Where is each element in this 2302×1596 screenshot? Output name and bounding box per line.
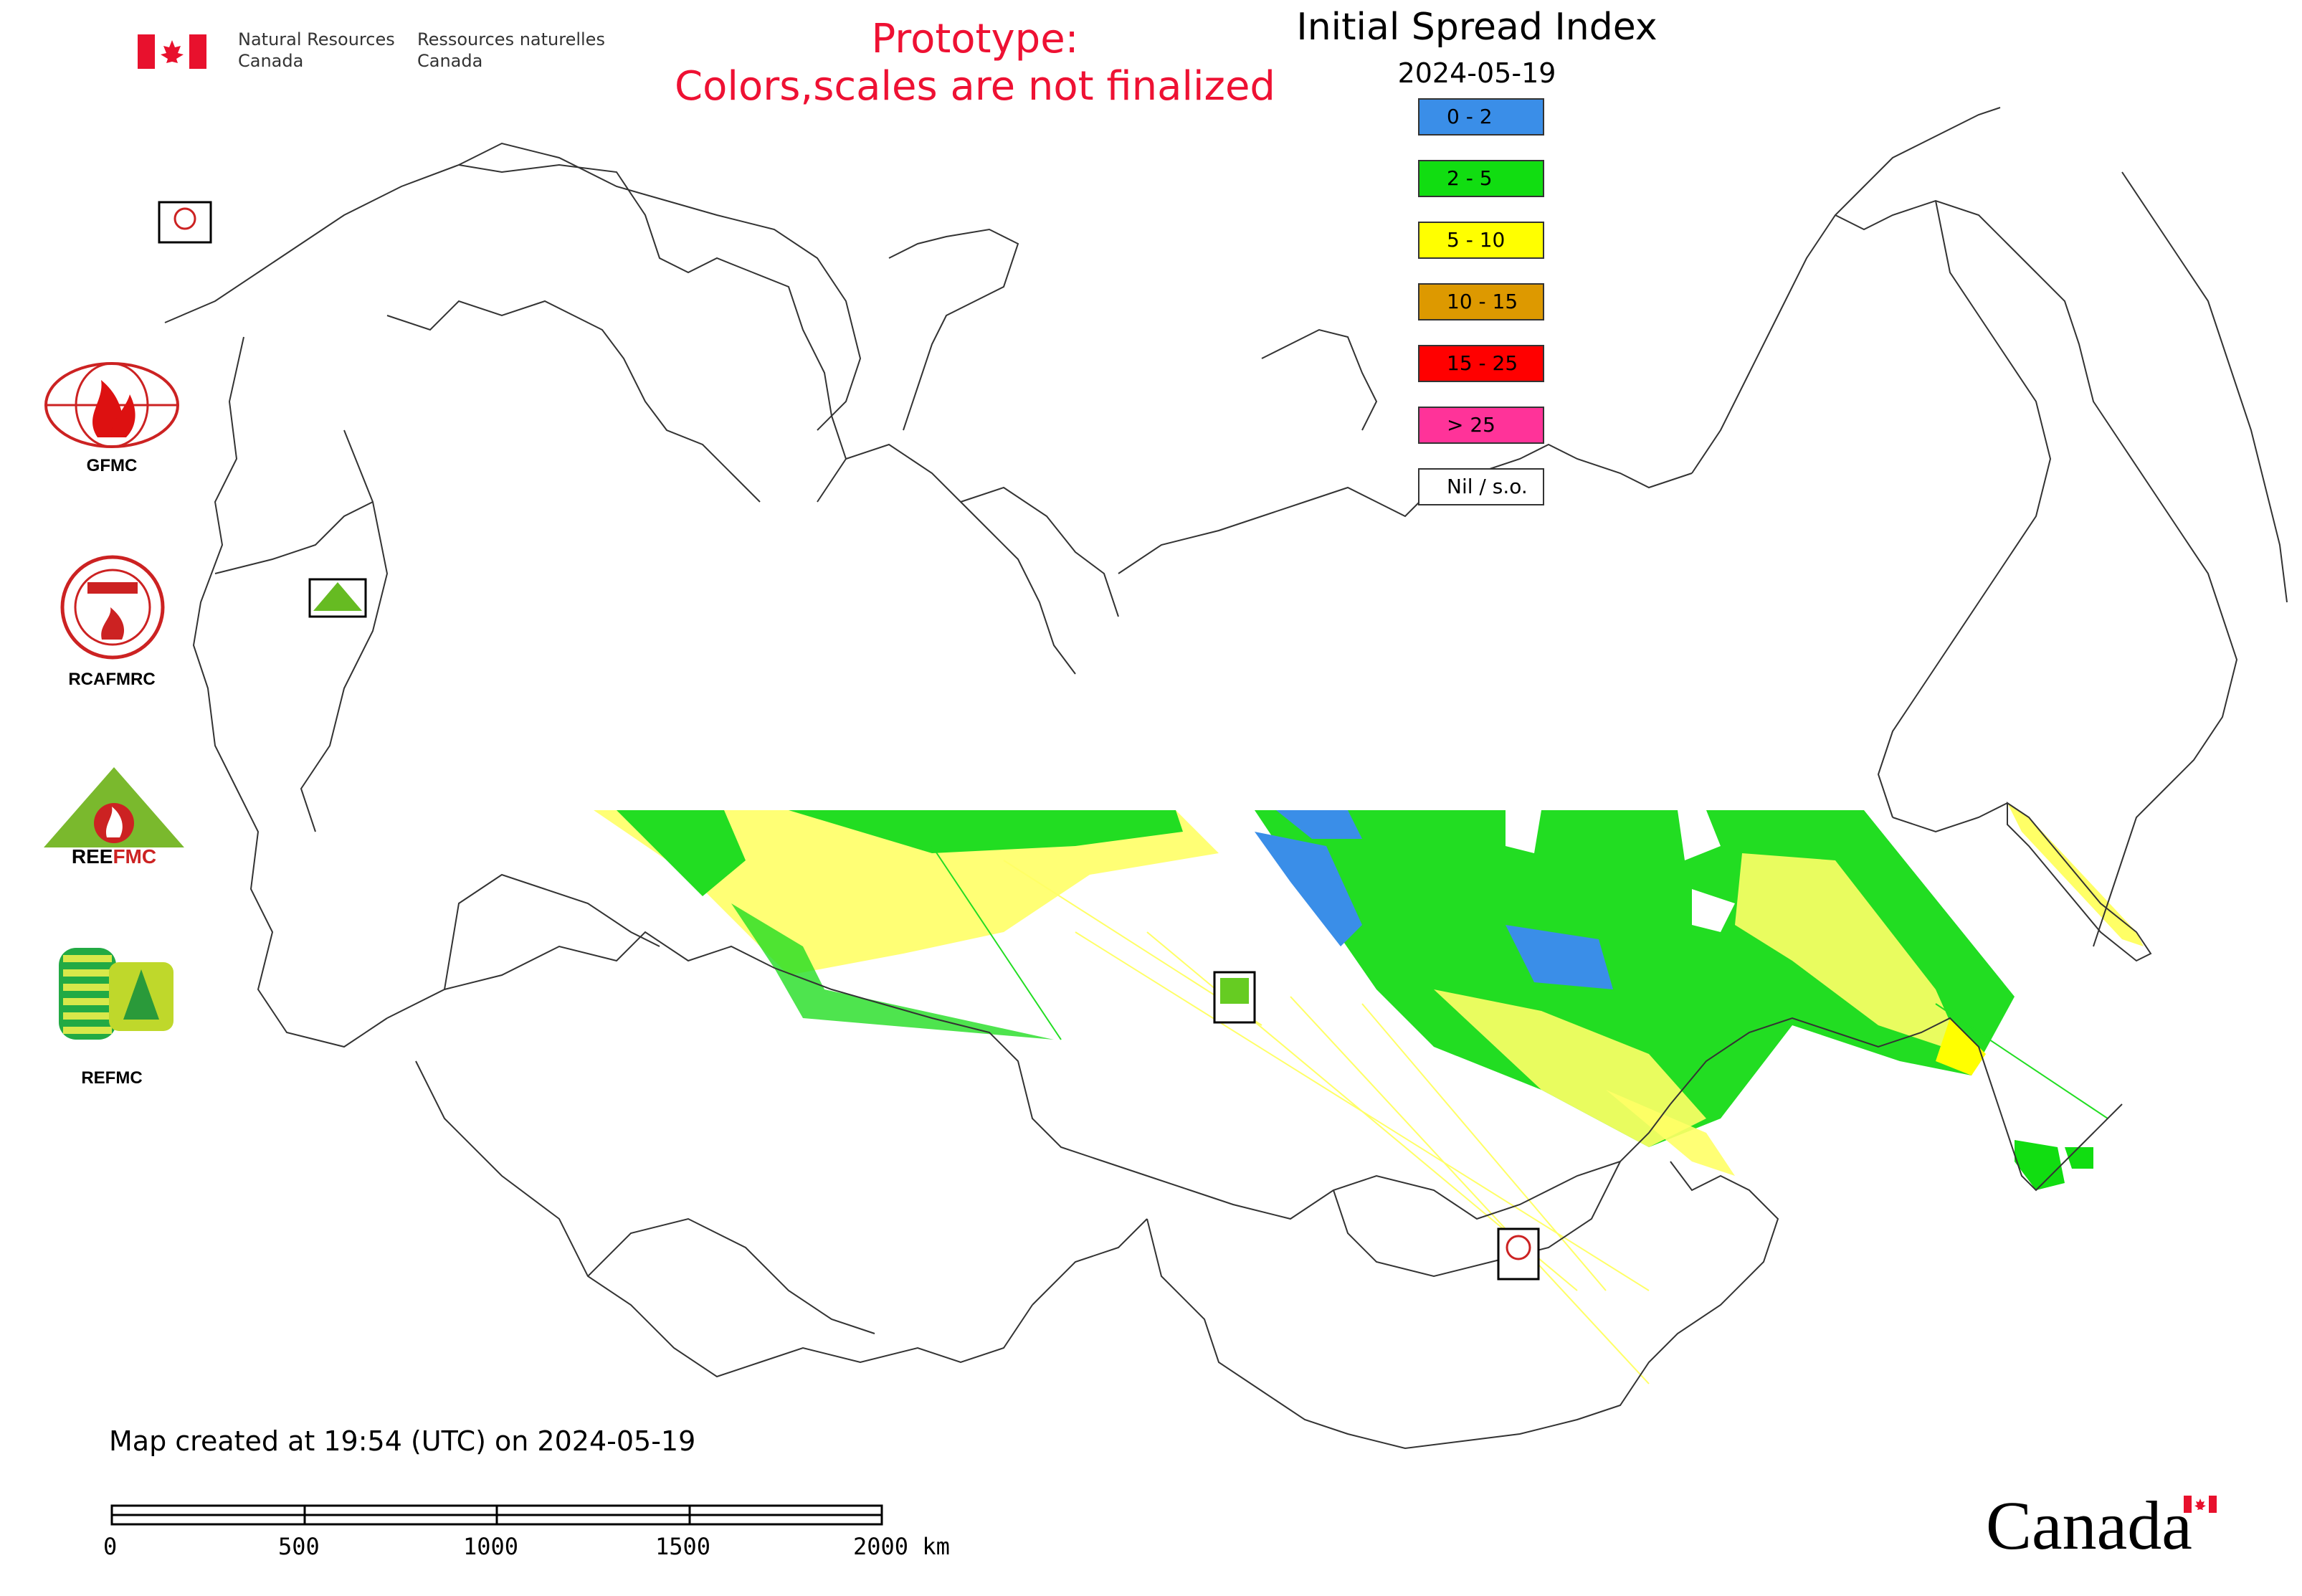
refmc-label: REFMC [81, 1068, 143, 1088]
nrcan-en-line1: Natural Resources [238, 29, 395, 49]
legend-item-5-10: 5 - 10 [1418, 222, 1544, 259]
legend-label: > 25 [1447, 413, 1495, 437]
legend-item-over-25: > 25 [1418, 407, 1544, 444]
scale-label-1000: 1000 [463, 1533, 519, 1560]
gfmc-label: GFMC [86, 456, 138, 475]
nrcan-fr-line1: Ressources naturelles [417, 29, 605, 49]
isi-coverage-west [594, 810, 1219, 1040]
legend-item-0-2: 0 - 2 [1418, 98, 1544, 136]
scale-label-1500: 1500 [655, 1533, 711, 1560]
rcafmrc-label: RCAFMRC [68, 670, 156, 689]
prototype-line1: Prototype: [871, 16, 1079, 62]
legend-label: Nil / s.o. [1447, 475, 1528, 498]
canada-wordmark-text: Canada [1986, 1487, 2192, 1564]
canada-wordmark-flag-icon [2184, 1496, 2217, 1513]
reefmc-logo: REEFMC [39, 767, 189, 868]
isi-coverage-east [1255, 803, 2144, 1190]
legend-item-2-5: 2 - 5 [1418, 160, 1544, 197]
canada-flag-icon [138, 34, 206, 69]
legend-label: 10 - 15 [1447, 290, 1518, 313]
map-markers [158, 201, 1540, 1281]
scale-label-500: 500 [278, 1533, 320, 1560]
legend-label: 5 - 10 [1447, 228, 1506, 252]
legend-label: 2 - 5 [1447, 166, 1493, 190]
map-date: 2024-05-19 [1397, 57, 1556, 89]
map-created-note: Map created at 19:54 (UTC) on 2024-05-19 [109, 1425, 696, 1457]
legend-item-15-25: 15 - 25 [1418, 345, 1544, 382]
nrcan-name-fr: Ressources naturelles Canada [417, 29, 605, 72]
gfmc-logo [40, 358, 184, 452]
rcafmrc-logo [59, 554, 166, 661]
map-outlines [164, 107, 2288, 1450]
scale-bar-graphic [110, 1504, 883, 1526]
legend-label: 15 - 25 [1447, 351, 1518, 375]
svg-text:REEFMC: REEFMC [72, 845, 156, 868]
legend-label: 0 - 2 [1447, 105, 1493, 128]
legend-item-10-15: 10 - 15 [1418, 283, 1544, 320]
canada-wordmark: Canada [1986, 1486, 2192, 1565]
scale-label-0: 0 [103, 1533, 118, 1560]
nrcan-name-en: Natural Resources Canada [238, 29, 395, 72]
prototype-line2: Colors,scales are not finalized [675, 63, 1275, 110]
nrcan-fr-line2: Canada [417, 51, 483, 71]
legend-item-nil: Nil / s.o. [1418, 468, 1544, 505]
prototype-notice: Prototype: Colors,scales are not finaliz… [645, 16, 1305, 110]
nrcan-en-line2: Canada [238, 51, 304, 71]
scale-label-2000: 2000 km [853, 1533, 950, 1560]
refmc-logo [59, 948, 173, 1040]
map-title: Initial Spread Index [1296, 6, 1657, 49]
